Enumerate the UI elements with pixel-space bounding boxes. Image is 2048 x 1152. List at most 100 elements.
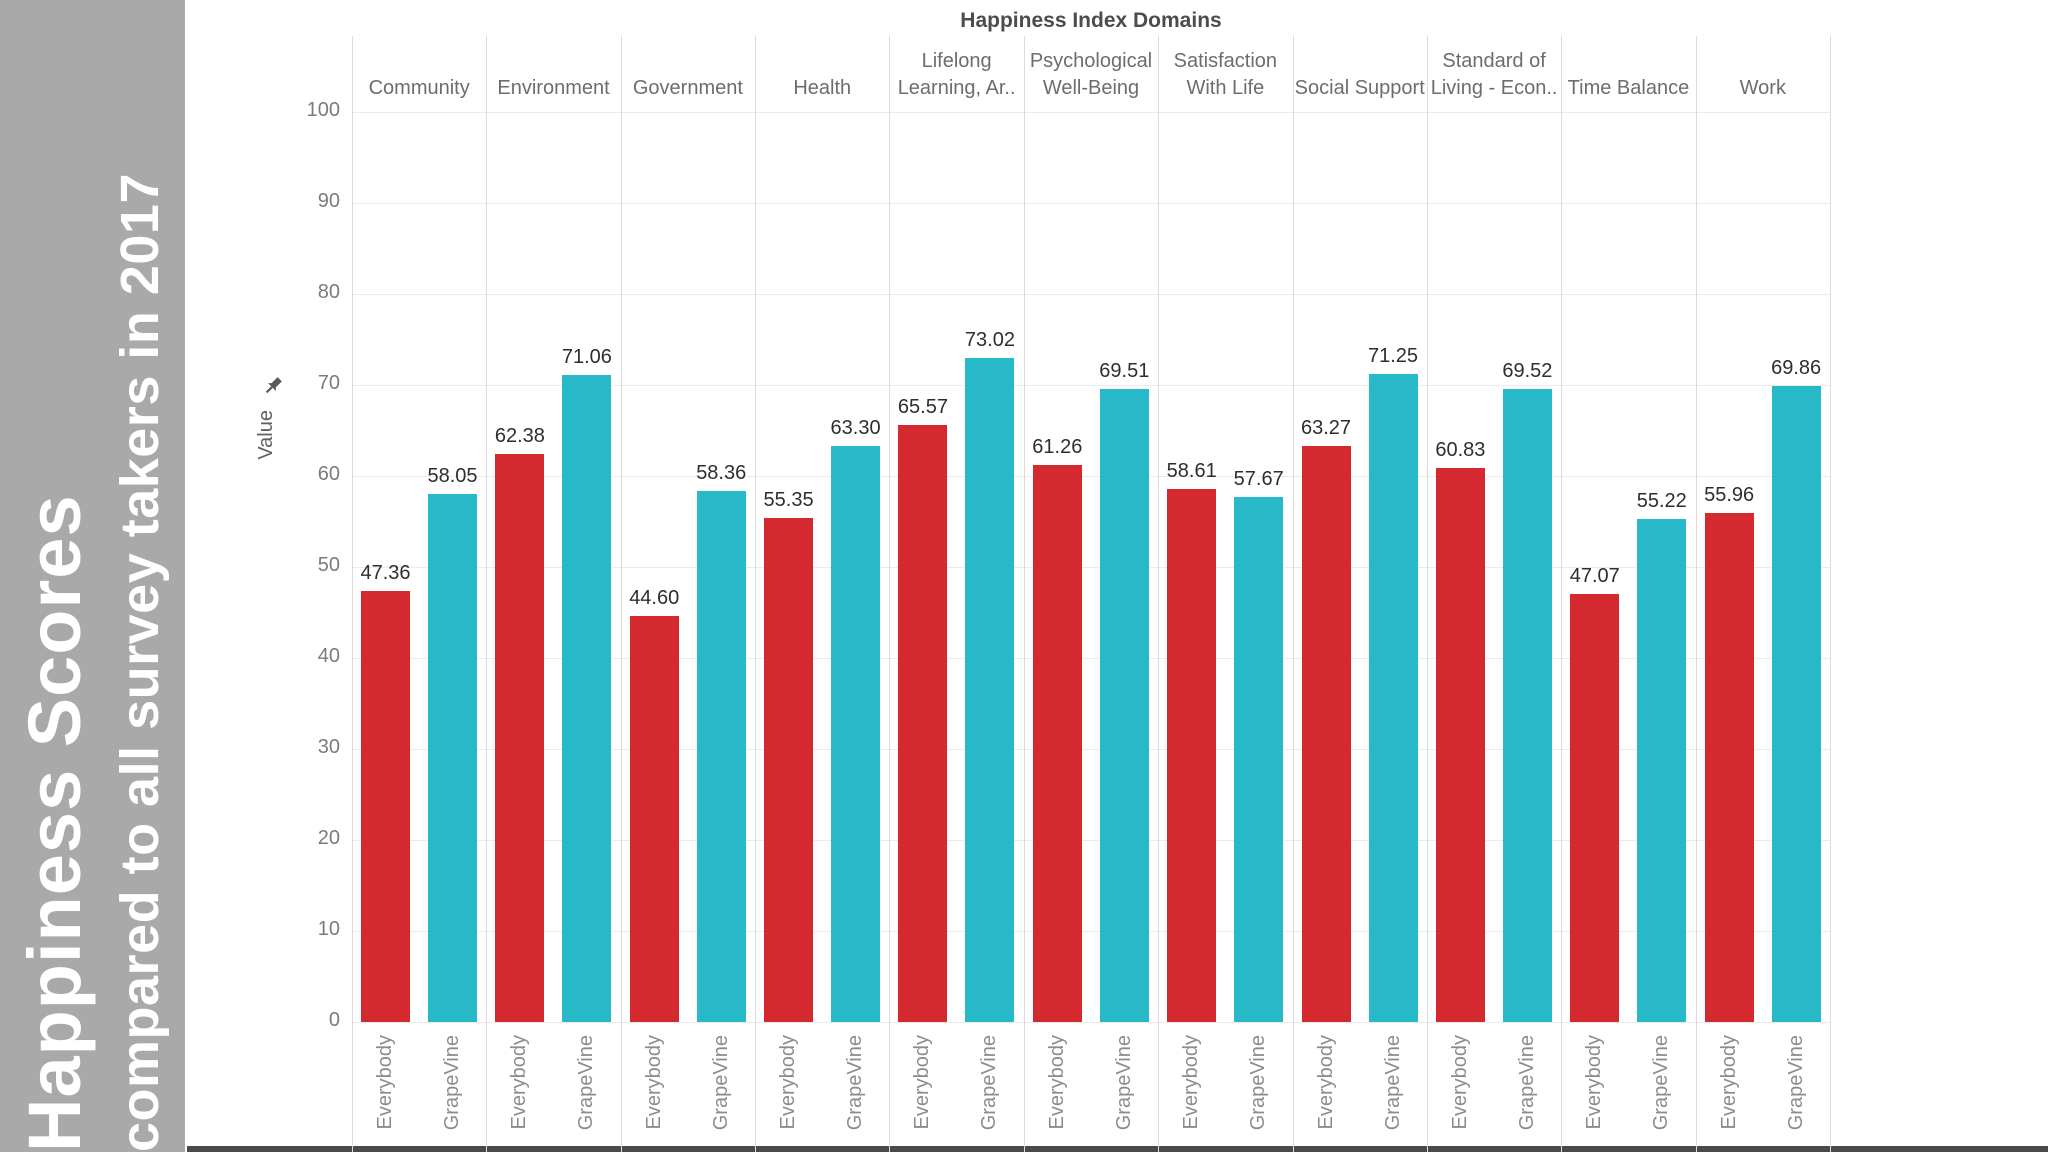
x-axis-series-label: GrapeVine [441,1035,463,1131]
column-separator [620,36,622,1152]
x-axis-series-label: GrapeVine [1247,1035,1270,1131]
x-axis-series-label: Everybody [1180,1035,1203,1130]
y-tick-label: 80 [317,281,340,303]
column-header-time-balance[interactable]: Time Balance [1567,77,1690,99]
chart-title: Happiness Index Domains [960,9,1222,32]
bar-everybody-government[interactable] [629,616,679,1022]
y-tick-label: 100 [306,99,340,121]
pushpin-icon[interactable] [261,374,285,398]
column-header-community[interactable]: Community [368,77,470,99]
column-header-social-support[interactable]: Social Support [1294,77,1425,99]
bottom-edge-strip [187,1146,2048,1152]
column-separator [755,36,757,1152]
y-tick-label: 30 [317,736,340,758]
bar-everybody-satisfaction-with-life[interactable] [1167,488,1217,1022]
y-tick-label: 60 [317,463,340,485]
bar-value-label: 73.02 [964,328,1015,351]
y-tick-label: 50 [317,554,340,576]
bar-value-label: 58.36 [696,461,747,484]
bar-everybody-community[interactable] [361,591,410,1022]
column-header-standard-of-living-econ[interactable]: Standard of Living - Econ.. [1430,50,1558,99]
bar-everybody-social-support[interactable] [1301,446,1351,1022]
gridline [352,1022,1830,1023]
column-header-health[interactable]: Health [793,77,852,99]
gridline [352,658,1830,659]
y-tick-label: 0 [328,1009,340,1031]
x-axis-series-label: Everybody [1314,1035,1337,1130]
bar-value-label: 69.86 [1771,357,1822,380]
bar-everybody-standard-of-living-econ[interactable] [1435,468,1485,1022]
bar-value-label: 57.67 [1233,468,1284,491]
bar-grapevine-psychological-well-being[interactable] [1099,389,1149,1022]
bar-value-label: 63.30 [830,416,881,439]
bar-value-label: 55.35 [763,489,814,512]
bar-everybody-work[interactable] [1704,512,1754,1022]
bar-value-label: 58.61 [1166,459,1217,482]
bar-value-label: 69.51 [1099,360,1150,383]
dashboard-title: Happiness Scores [13,494,96,1152]
bar-value-label: 62.38 [494,425,545,448]
y-tick-label: 40 [317,645,340,667]
bar-grapevine-time-balance[interactable] [1637,519,1687,1022]
bar-value-label: 60.83 [1435,439,1486,462]
gridline [352,840,1830,841]
column-header-psychological-well-being[interactable]: Psychological Well-Being [1029,50,1153,99]
x-axis-series-label: GrapeVine [1784,1035,1807,1131]
column-header-government[interactable]: Government [632,77,743,99]
dashboard-subtitle: compared to all survey takers in 2017 [110,173,170,1152]
gridline [352,294,1830,295]
x-axis-series-label: Everybody [374,1035,396,1130]
bar-everybody-environment[interactable] [495,454,545,1022]
bar-everybody-psychological-well-being[interactable] [1032,464,1082,1022]
gridline [352,749,1830,750]
x-axis-series-label: Everybody [1717,1035,1740,1130]
x-axis-series-label: GrapeVine [575,1035,598,1131]
column-separator [889,36,891,1152]
bar-grapevine-environment[interactable] [562,375,612,1022]
bar-value-label: 58.05 [427,464,478,487]
x-axis-series-label: GrapeVine [978,1035,1001,1131]
bar-grapevine-work[interactable] [1771,386,1821,1022]
y-tick-label: 70 [317,372,340,394]
y-tick-label: 10 [317,918,340,940]
bar-value-label: 47.36 [360,562,411,585]
x-axis-series-label: GrapeVine [844,1035,867,1131]
gridline [352,931,1830,932]
x-axis-series-label: Everybody [508,1035,531,1130]
column-separator [1158,36,1160,1152]
column-separator [1561,36,1563,1152]
x-axis-series-label: GrapeVine [1650,1035,1673,1131]
column-header-work[interactable]: Work [1739,77,1786,99]
bar-everybody-time-balance[interactable] [1570,593,1620,1022]
bar-grapevine-community[interactable] [428,493,477,1022]
bar-grapevine-health[interactable] [831,445,881,1022]
bar-value-label: 47.07 [1569,564,1620,587]
x-axis-series-label: GrapeVine [1112,1035,1135,1131]
column-header-environment[interactable]: Environment [497,77,610,99]
bar-everybody-health[interactable] [764,518,814,1022]
x-axis-series-label: Everybody [1448,1035,1471,1130]
bar-grapevine-standard-of-living-econ[interactable] [1502,389,1552,1022]
column-header-lifelong-learning-ar[interactable]: Lifelong Learning, Ar.. [897,50,1016,99]
chart-area: Happiness Index Domains Value 0 10 20 30 40 5… [185,0,2048,1152]
x-axis-series-label: Everybody [911,1035,934,1130]
bar-grapevine-social-support[interactable] [1368,373,1418,1022]
bar-value-label: 55.96 [1704,483,1755,506]
x-axis-series-label: Everybody [777,1035,800,1130]
gridline [352,476,1830,477]
column-separator [1830,36,1831,1152]
bar-value-label: 55.22 [1636,490,1687,513]
y-tick-label: 20 [317,827,340,849]
bar-value-label: 44.60 [629,587,680,610]
column-separator [352,36,353,1152]
gridline [352,203,1830,204]
gridline [352,112,1830,113]
column-header-satisfaction-with-life[interactable]: Satisfaction With Life [1173,50,1278,99]
column-separator [1426,36,1428,1152]
bar-grapevine-lifelong-learning-ar[interactable] [965,357,1015,1022]
dashboard-title-block: Happiness Scores compared to all survey … [6,0,176,1152]
bar-grapevine-government[interactable] [696,490,746,1022]
column-separator [1292,36,1294,1152]
bar-grapevine-satisfaction-with-life[interactable] [1234,497,1284,1022]
bar-everybody-lifelong-learning-ar[interactable] [898,425,948,1022]
